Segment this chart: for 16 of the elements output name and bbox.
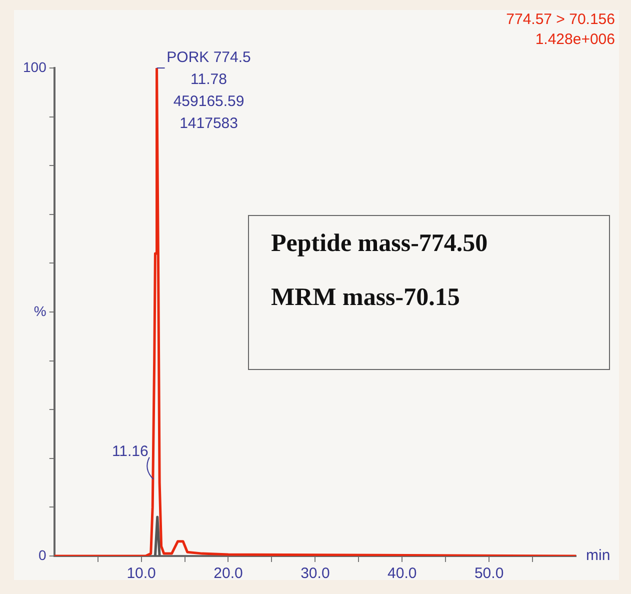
- y-tick-label: 100: [23, 58, 47, 75]
- annotation: PORK 774.5 11.78 459165.59 1417583: [166, 49, 251, 132]
- annotation: MRM mass-70.15: [271, 284, 461, 312]
- x-axis-title: min: [586, 547, 610, 564]
- x-tick-label: 50.0: [474, 565, 504, 582]
- annotation: 11.16: [112, 442, 148, 460]
- chart-title: 774.57 > 70.156: [506, 11, 615, 28]
- x-tick-label: 10.0: [126, 565, 156, 582]
- x-tick-label: 20.0: [214, 565, 243, 582]
- annotation: Peptide mass-774.50: [271, 230, 489, 258]
- text-box: Peptide mass-774.50 MRM mass-70.15: [248, 215, 610, 370]
- chart-subtitle: 1.428e+006: [535, 31, 615, 48]
- y-tick-label: %: [34, 302, 46, 319]
- x-tick-label: 40.0: [388, 565, 417, 582]
- y-tick-label: 0: [38, 546, 47, 563]
- x-tick-label: 30.0: [300, 565, 330, 582]
